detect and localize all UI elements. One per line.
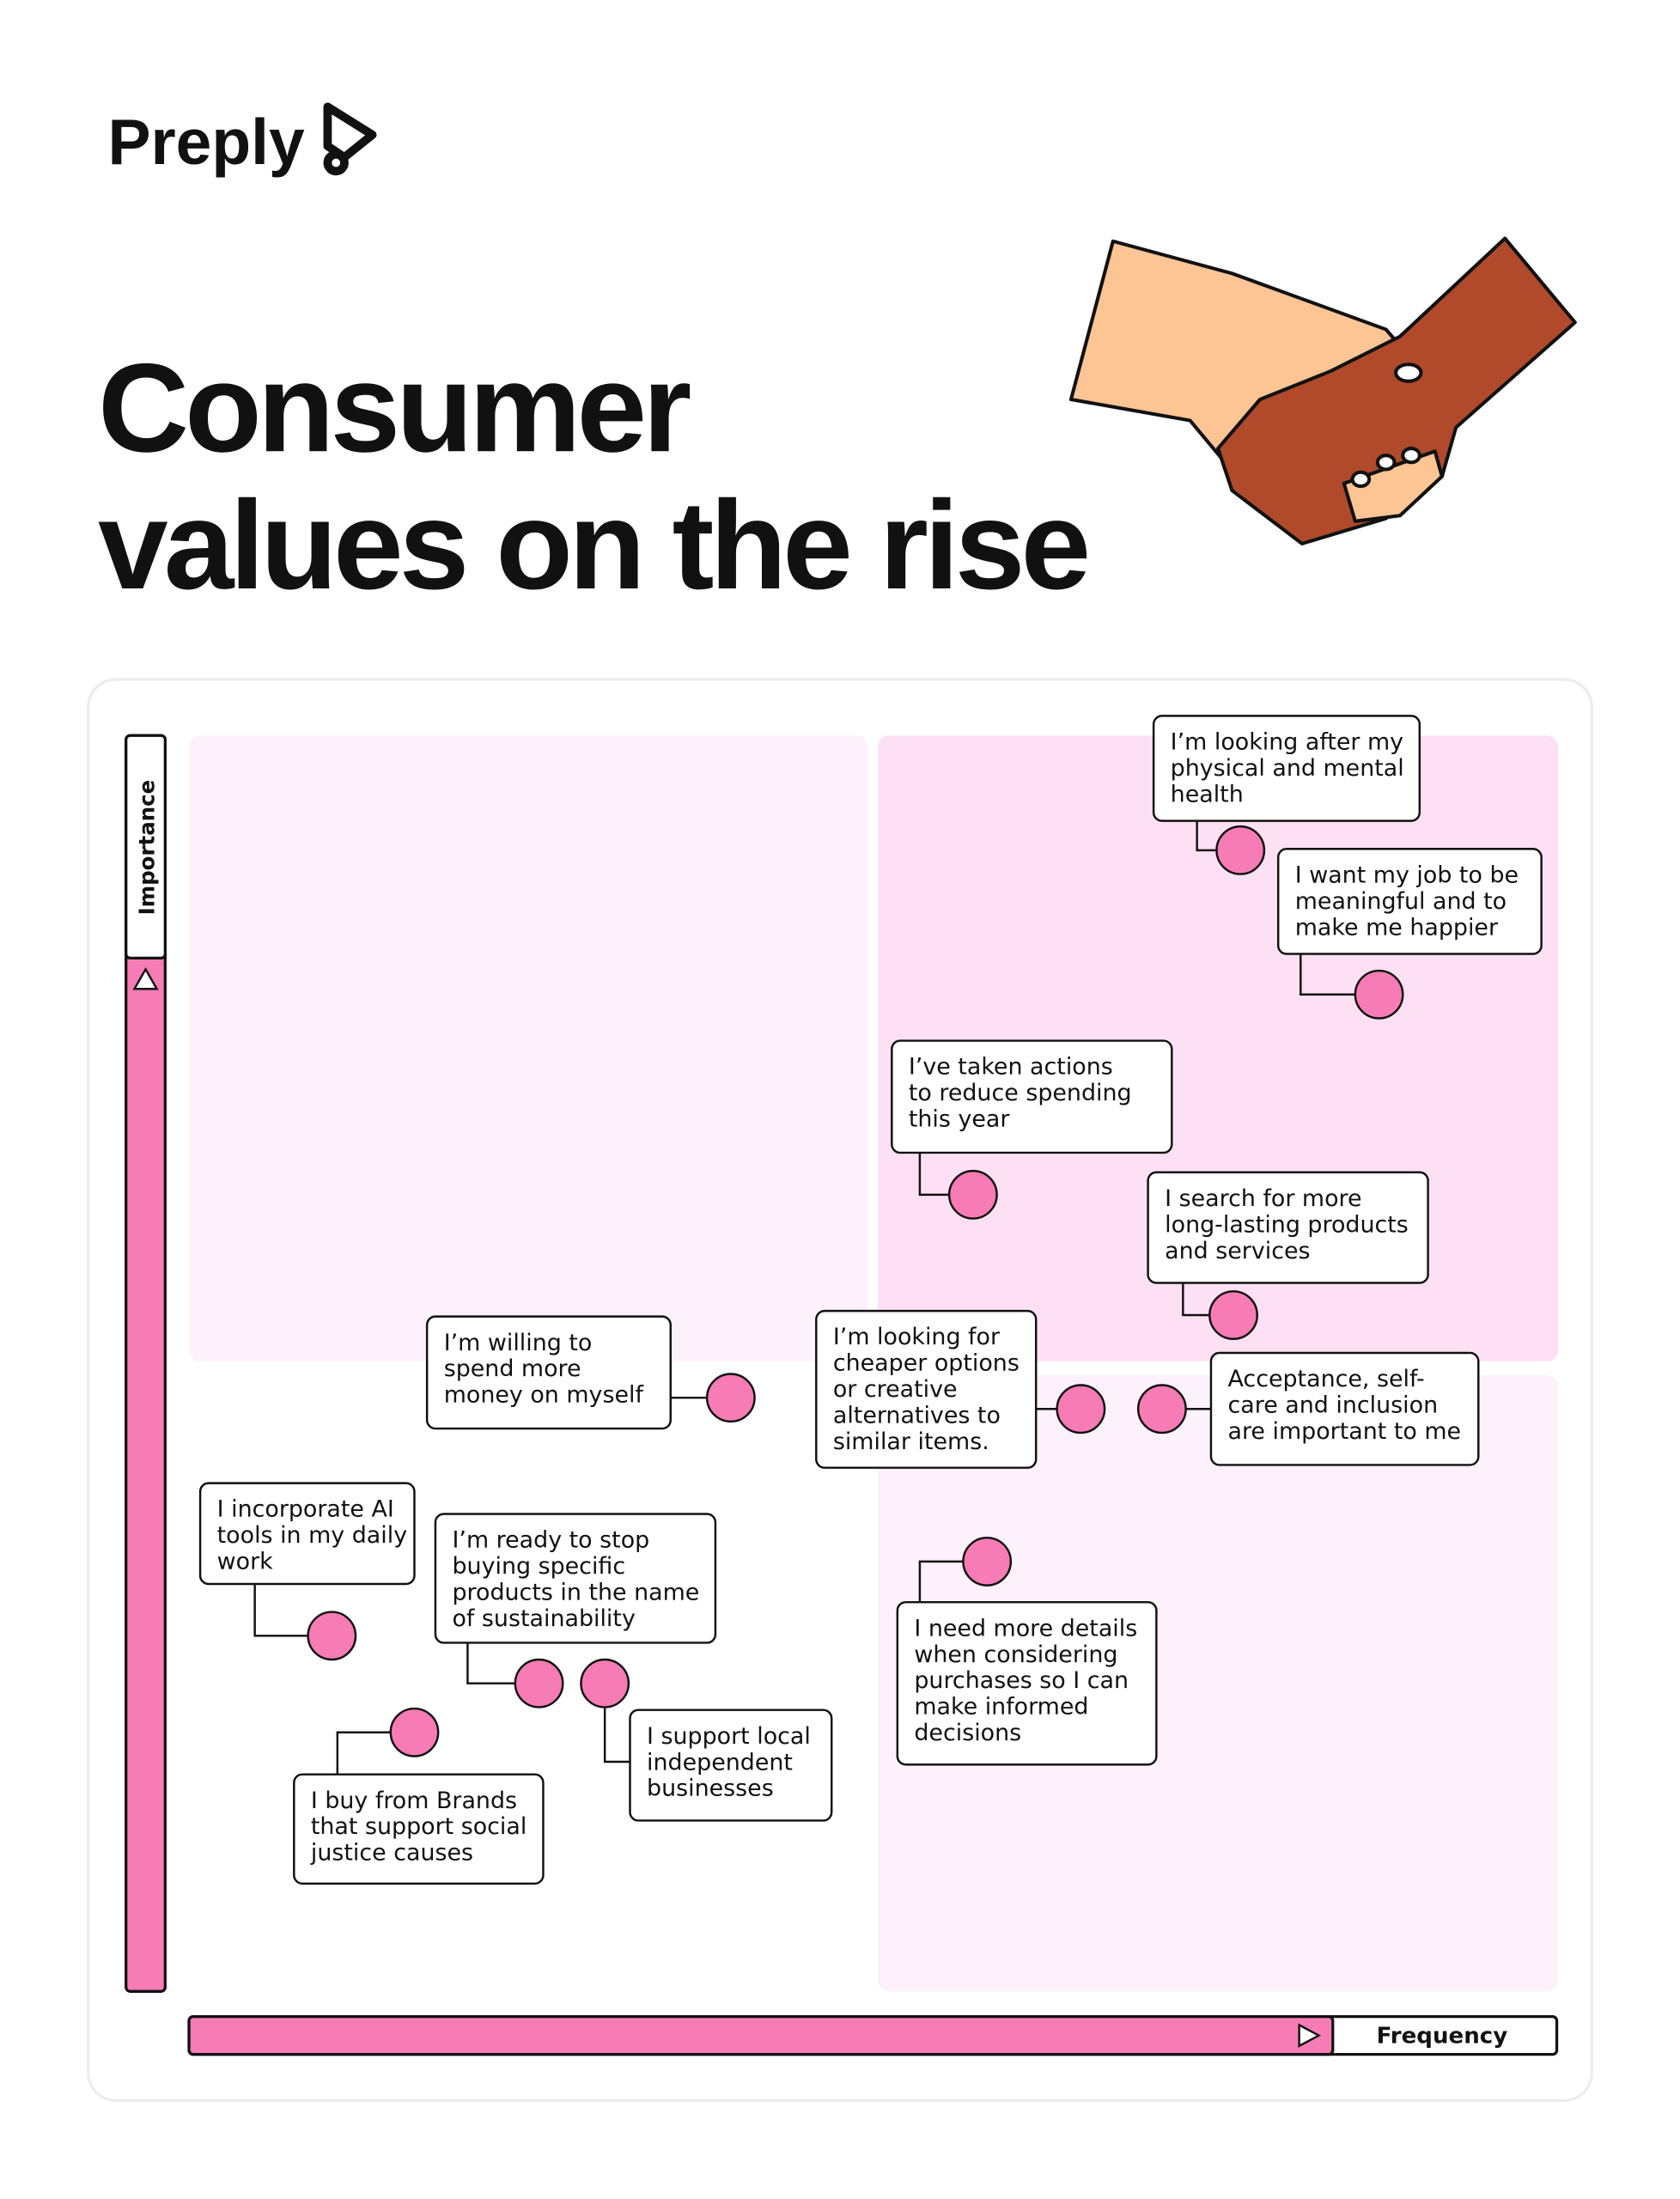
- statement-dot: [1215, 825, 1266, 875]
- statement-text: meaningful and to: [1295, 888, 1507, 915]
- statement-text: I buy from Brands: [311, 1788, 517, 1814]
- connector: [918, 1560, 964, 1603]
- statement-text: this year: [909, 1106, 1010, 1133]
- y-axis-arrow: [132, 966, 159, 990]
- statement-text: I’m ready to stop: [452, 1527, 649, 1554]
- statement-box: [629, 1709, 833, 1822]
- x-axis-arrow: [1298, 2023, 1322, 2048]
- connector: [918, 1152, 950, 1197]
- statement-dot: [1056, 1384, 1106, 1435]
- y-axis-label-box: [125, 734, 167, 959]
- statement-box: [1209, 1351, 1480, 1466]
- title-line: Consumer: [98, 338, 690, 478]
- statement-text: make informed: [914, 1694, 1088, 1721]
- y-axis-label: Importance: [134, 780, 159, 916]
- statement-text: care and inclusion: [1228, 1392, 1439, 1419]
- connector: [253, 1583, 308, 1637]
- statement-text: make me happier: [1295, 914, 1499, 941]
- statement-dot: [962, 1536, 1013, 1587]
- statement-text: decisions: [914, 1720, 1021, 1746]
- statement-text: I’ve taken actions: [909, 1054, 1113, 1081]
- statement-text: I need more details: [914, 1615, 1137, 1642]
- connector: [603, 1707, 630, 1763]
- statement-box: [425, 1315, 672, 1430]
- statement-text: I incorporate AI: [217, 1496, 394, 1523]
- statement-text: purchases so I can: [914, 1667, 1129, 1694]
- statement-box: [198, 1482, 416, 1586]
- statement-text: or creative: [833, 1376, 958, 1403]
- quadrant: [878, 1375, 1559, 1992]
- statement-text: physical and mental: [1171, 755, 1404, 782]
- statement-dot: [1136, 1384, 1187, 1435]
- connector: [466, 1642, 515, 1684]
- statement-text: buying specific: [452, 1553, 625, 1580]
- statement-box: [815, 1309, 1038, 1469]
- x-axis-fill: [187, 2015, 1335, 2056]
- handshake-illustration: [1068, 236, 1577, 545]
- statement-text: I want my job to be: [1295, 862, 1519, 888]
- statement-dot: [705, 1373, 756, 1423]
- statement-box: [434, 1513, 717, 1644]
- statement-text: independent: [647, 1749, 793, 1776]
- statement-text: products in the name: [452, 1580, 699, 1606]
- logo-icon: [323, 102, 377, 176]
- statement-box: [1147, 1171, 1429, 1284]
- statement-dot: [580, 1658, 630, 1709]
- statement-text: Acceptance, self-: [1228, 1366, 1425, 1392]
- statement-box: [1152, 715, 1421, 822]
- statement-text: are important to me: [1228, 1418, 1462, 1445]
- statement-dot: [947, 1169, 998, 1220]
- statement-text: I’m willing to: [444, 1330, 593, 1356]
- statement-dot: [514, 1658, 564, 1709]
- statement-text: that support social: [311, 1813, 527, 1840]
- statement-dot: [1208, 1290, 1258, 1340]
- x-axis-label: Frequency: [1377, 2024, 1508, 2050]
- title-line: values on the rise: [98, 475, 1087, 616]
- statement-text: justice causes: [310, 1840, 473, 1867]
- quadrant: [189, 735, 868, 1361]
- statement-text: of sustainability: [452, 1605, 635, 1632]
- statement-text: I search for more: [1165, 1185, 1361, 1212]
- statement-text: I’m looking after my: [1171, 729, 1404, 756]
- statement-box: [1276, 848, 1543, 955]
- statement-text: I support local: [647, 1723, 811, 1750]
- connector: [336, 1731, 391, 1775]
- statement-text: and services: [1165, 1238, 1310, 1264]
- statement-text: when considering: [914, 1642, 1117, 1668]
- statement-text: work: [217, 1549, 273, 1575]
- statement-text: health: [1171, 781, 1244, 807]
- statement-text: similar items.: [833, 1428, 989, 1455]
- connector: [1196, 820, 1217, 852]
- statement-text: spend more: [444, 1355, 581, 1382]
- statement-box: [896, 1600, 1158, 1766]
- statement-box: [891, 1039, 1173, 1154]
- statement-text: tools in my daily: [217, 1522, 408, 1549]
- statement-dot: [307, 1611, 357, 1661]
- statement-text: I’m looking for: [833, 1324, 1001, 1350]
- statement-box: [293, 1773, 545, 1885]
- statement-text: money on myself: [444, 1382, 644, 1409]
- connector: [1300, 953, 1355, 996]
- logo-text: Preply: [108, 106, 305, 178]
- statement-text: to reduce spending: [909, 1080, 1132, 1106]
- statement-text: cheaper options: [833, 1350, 1020, 1377]
- connector: [1182, 1282, 1210, 1317]
- statement-text: alternatives to: [833, 1403, 1001, 1429]
- statement-text: long-lasting products: [1165, 1211, 1409, 1238]
- statement-dot: [389, 1707, 440, 1757]
- statement-dot: [1354, 969, 1404, 1020]
- statement-text: businesses: [647, 1776, 774, 1802]
